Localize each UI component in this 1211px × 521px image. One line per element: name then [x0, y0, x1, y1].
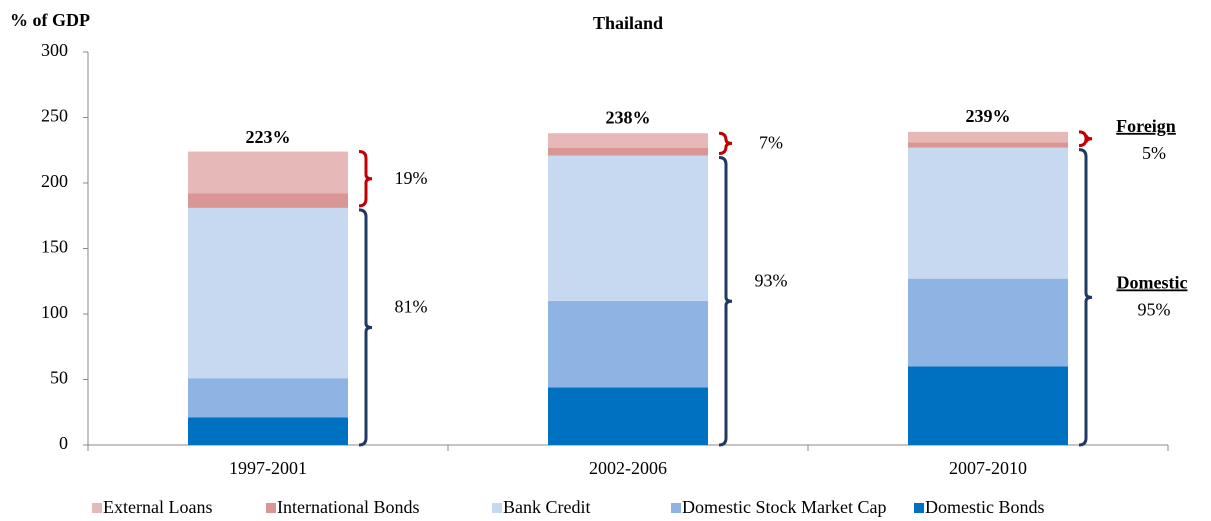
legend-swatch — [266, 503, 276, 513]
legend-swatch — [914, 503, 924, 513]
chart-title: Thailand — [593, 13, 663, 33]
legend-label: Domestic Stock Market Cap — [682, 497, 886, 517]
bar-segment — [548, 147, 708, 156]
bar-segment — [188, 193, 348, 208]
legend-label: International Bonds — [277, 497, 419, 517]
x-tick-label: 1997-2001 — [229, 458, 307, 478]
y-axis-label: % of GDP — [10, 10, 90, 30]
y-tick-label: 150 — [41, 237, 68, 257]
bar-segment — [908, 366, 1068, 445]
bar-segment — [548, 133, 708, 148]
bar-segment — [188, 417, 348, 445]
bar-segment — [188, 378, 348, 418]
bar-segment — [548, 387, 708, 445]
legend-label: External Loans — [103, 497, 212, 517]
legend-label: Bank Credit — [503, 497, 591, 517]
bar-segment — [908, 278, 1068, 367]
bar-segment — [908, 142, 1068, 148]
total-label: 239% — [966, 106, 1011, 126]
domestic-label: Domestic — [1117, 272, 1188, 292]
bar-segment — [908, 131, 1068, 143]
legend-swatch — [492, 503, 502, 513]
y-tick-label: 300 — [41, 40, 68, 60]
bracket — [1078, 148, 1093, 447]
bar-segment — [188, 207, 348, 379]
domestic-share-label: 81% — [395, 297, 428, 317]
bracket — [718, 131, 733, 155]
x-tick-label: 2002-2006 — [589, 458, 667, 478]
bar-segment — [548, 155, 708, 301]
bracket — [1078, 130, 1093, 148]
y-tick-label: 200 — [41, 171, 68, 191]
domestic-share-label: 95% — [1138, 299, 1171, 319]
y-tick-label: 0 — [59, 433, 68, 453]
foreign-label: Foreign — [1116, 116, 1176, 136]
x-tick-label: 2007-2010 — [949, 458, 1027, 478]
bracket — [358, 150, 373, 208]
total-label: 223% — [246, 127, 291, 147]
legend-label: Domestic Bonds — [925, 497, 1045, 517]
bracket — [358, 208, 373, 447]
foreign-share-label: 5% — [1142, 143, 1166, 163]
foreign-share-label: 7% — [759, 132, 783, 152]
legend-swatch — [92, 503, 102, 513]
legend-swatch — [671, 503, 681, 513]
bar-segment — [188, 151, 348, 194]
bar-segment — [908, 147, 1068, 279]
total-label: 238% — [606, 107, 651, 127]
y-tick-label: 50 — [50, 368, 68, 388]
domestic-share-label: 93% — [755, 270, 788, 290]
y-tick-label: 100 — [41, 302, 68, 322]
foreign-share-label: 19% — [395, 168, 428, 188]
y-tick-label: 250 — [41, 106, 68, 126]
bar-segment — [548, 300, 708, 388]
bracket — [718, 155, 733, 447]
